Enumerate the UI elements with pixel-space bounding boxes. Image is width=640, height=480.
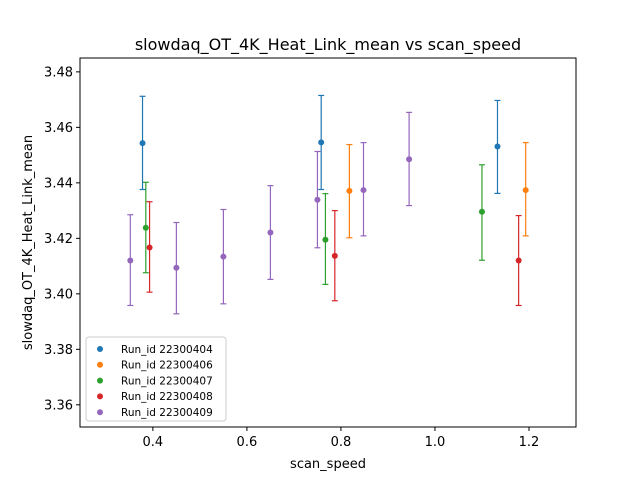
legend-item: Run_id 22300404 <box>97 344 213 356</box>
y-tick-label: 3.48 <box>44 65 73 80</box>
point-marker <box>146 244 153 251</box>
legend-marker <box>97 377 103 384</box>
data-point <box>146 201 153 293</box>
data-point <box>314 150 321 249</box>
point-marker <box>515 257 522 264</box>
legend-marker <box>97 409 103 416</box>
point-marker <box>522 187 529 194</box>
point-marker <box>142 224 149 231</box>
legend-marker <box>97 346 103 352</box>
data-point <box>478 164 485 261</box>
x-tick-label: 0.8 <box>331 435 352 450</box>
legend-label: Run_id 22300406 <box>121 360 213 372</box>
point-marker <box>318 139 325 146</box>
legend-item: Run_id 22300409 <box>97 407 213 419</box>
point-marker <box>322 236 329 243</box>
data-point <box>494 99 501 194</box>
x-tick-label: 0.6 <box>237 435 258 450</box>
data-point <box>220 208 227 305</box>
point-marker <box>173 264 180 271</box>
data-point <box>173 221 180 315</box>
legend-marker <box>97 393 103 400</box>
point-marker <box>127 257 134 264</box>
data-point <box>142 181 149 274</box>
plot-marks <box>127 94 529 315</box>
legend-box <box>85 336 227 422</box>
point-marker <box>346 187 353 194</box>
point-marker <box>220 253 227 260</box>
data-point <box>322 193 329 285</box>
x-axis-label: scan_speed <box>290 457 366 472</box>
data-point <box>127 214 134 307</box>
x-tick-label: 1.0 <box>425 435 446 450</box>
y-axis-label: slowdaq_OT_4K_Heat_Link_mean <box>21 135 36 350</box>
legend-marker <box>97 361 103 368</box>
data-point <box>360 142 367 237</box>
point-marker <box>478 208 485 215</box>
y-tick-label: 3.46 <box>44 121 73 136</box>
data-point <box>346 143 353 239</box>
legend-label: Run_id 22300409 <box>121 407 213 419</box>
legend-label: Run_id 22300407 <box>121 375 213 387</box>
point-marker <box>360 187 367 194</box>
point-marker <box>267 229 274 236</box>
data-point <box>318 94 325 191</box>
y-tick-label: 3.42 <box>44 232 73 247</box>
data-point <box>515 214 522 307</box>
y-axis: 3.36 3.38 3.40 3.42 3.44 3.46 3.48 <box>44 65 80 413</box>
x-axis: 0.4 0.6 0.8 1.0 1.2 <box>143 427 540 450</box>
data-point <box>331 209 338 302</box>
y-tick-label: 3.36 <box>44 398 73 413</box>
y-tick-label: 3.38 <box>44 343 73 358</box>
x-tick-label: 0.4 <box>143 435 164 450</box>
legend-label: Run_id 22300408 <box>121 391 213 403</box>
legend-item: Run_id 22300408 <box>97 391 213 403</box>
point-marker <box>406 156 413 163</box>
legend-label: Run_id 22300404 <box>121 344 213 356</box>
point-marker <box>314 196 321 203</box>
y-tick-label: 3.44 <box>44 176 73 191</box>
legend-item: Run_id 22300406 <box>97 360 213 372</box>
data-point <box>406 111 413 207</box>
y-tick-label: 3.40 <box>44 287 73 302</box>
point-marker <box>139 140 146 147</box>
data-point <box>522 142 529 237</box>
point-marker <box>331 252 338 259</box>
data-point <box>267 185 274 280</box>
x-tick-label: 1.2 <box>519 435 540 450</box>
data-point <box>139 95 146 191</box>
legend: Run_id 22300404 Run_id 22300406 Run_id 223… <box>85 336 227 422</box>
plot-frame <box>79 57 577 428</box>
point-marker <box>494 143 501 150</box>
legend-item: Run_id 22300407 <box>97 375 213 387</box>
chart-title: slowdaq_OT_4K_Heat_Link_mean vs scan_spe… <box>135 35 521 55</box>
